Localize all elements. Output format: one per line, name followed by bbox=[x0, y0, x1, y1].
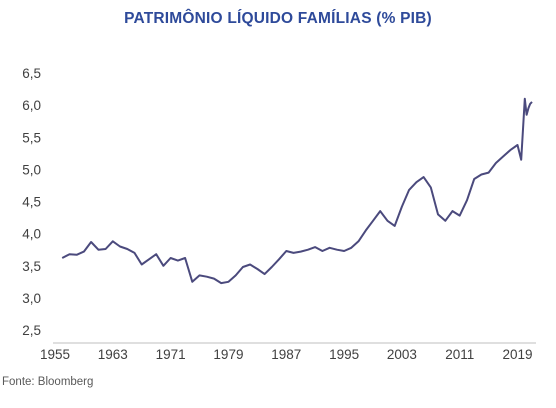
y-tick-label: 5,5 bbox=[22, 130, 41, 145]
source-note: Fonte: Bloomberg bbox=[2, 376, 94, 388]
y-tick-label: 4,0 bbox=[22, 227, 41, 242]
y-tick-label: 2,5 bbox=[22, 323, 41, 338]
y-tick-label: 3,5 bbox=[22, 259, 41, 274]
x-tick-label: 1963 bbox=[98, 347, 128, 362]
x-tick-label: 2003 bbox=[387, 347, 417, 362]
x-tick-label: 1987 bbox=[271, 347, 301, 362]
y-tick-label: 6,0 bbox=[22, 98, 41, 113]
chart-title: PATRIMÔNIO LÍQUIDO FAMÍLIAS (% PIB) bbox=[124, 10, 432, 27]
x-tick-label: 1995 bbox=[329, 347, 359, 362]
x-tick-label: 2019 bbox=[503, 347, 533, 362]
y-tick-label: 4,5 bbox=[22, 195, 41, 210]
y-tick-label: 6,5 bbox=[22, 66, 41, 81]
x-tick-label: 1955 bbox=[40, 347, 70, 362]
x-tick-label: 1971 bbox=[156, 347, 186, 362]
y-tick-label: 3,0 bbox=[22, 291, 41, 306]
x-axis: 1955 1963 1971 1979 1987 1995 2003 2011 2019 bbox=[40, 347, 533, 362]
y-axis: 2,5 3,0 3,5 4,0 4,5 5,0 5,5 6,0 6,5 bbox=[22, 66, 41, 338]
x-tick-label: 2011 bbox=[445, 347, 474, 362]
series-line bbox=[61, 97, 533, 285]
x-tick-label: 1979 bbox=[213, 347, 243, 362]
y-tick-label: 5,0 bbox=[22, 162, 41, 177]
